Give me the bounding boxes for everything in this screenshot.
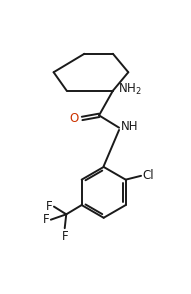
Text: F: F [46, 200, 52, 213]
Text: Cl: Cl [143, 169, 154, 182]
Text: O: O [70, 112, 79, 125]
Text: NH$_2$: NH$_2$ [117, 82, 141, 98]
Text: F: F [61, 230, 68, 243]
Text: F: F [43, 213, 49, 226]
Text: NH: NH [121, 121, 139, 133]
